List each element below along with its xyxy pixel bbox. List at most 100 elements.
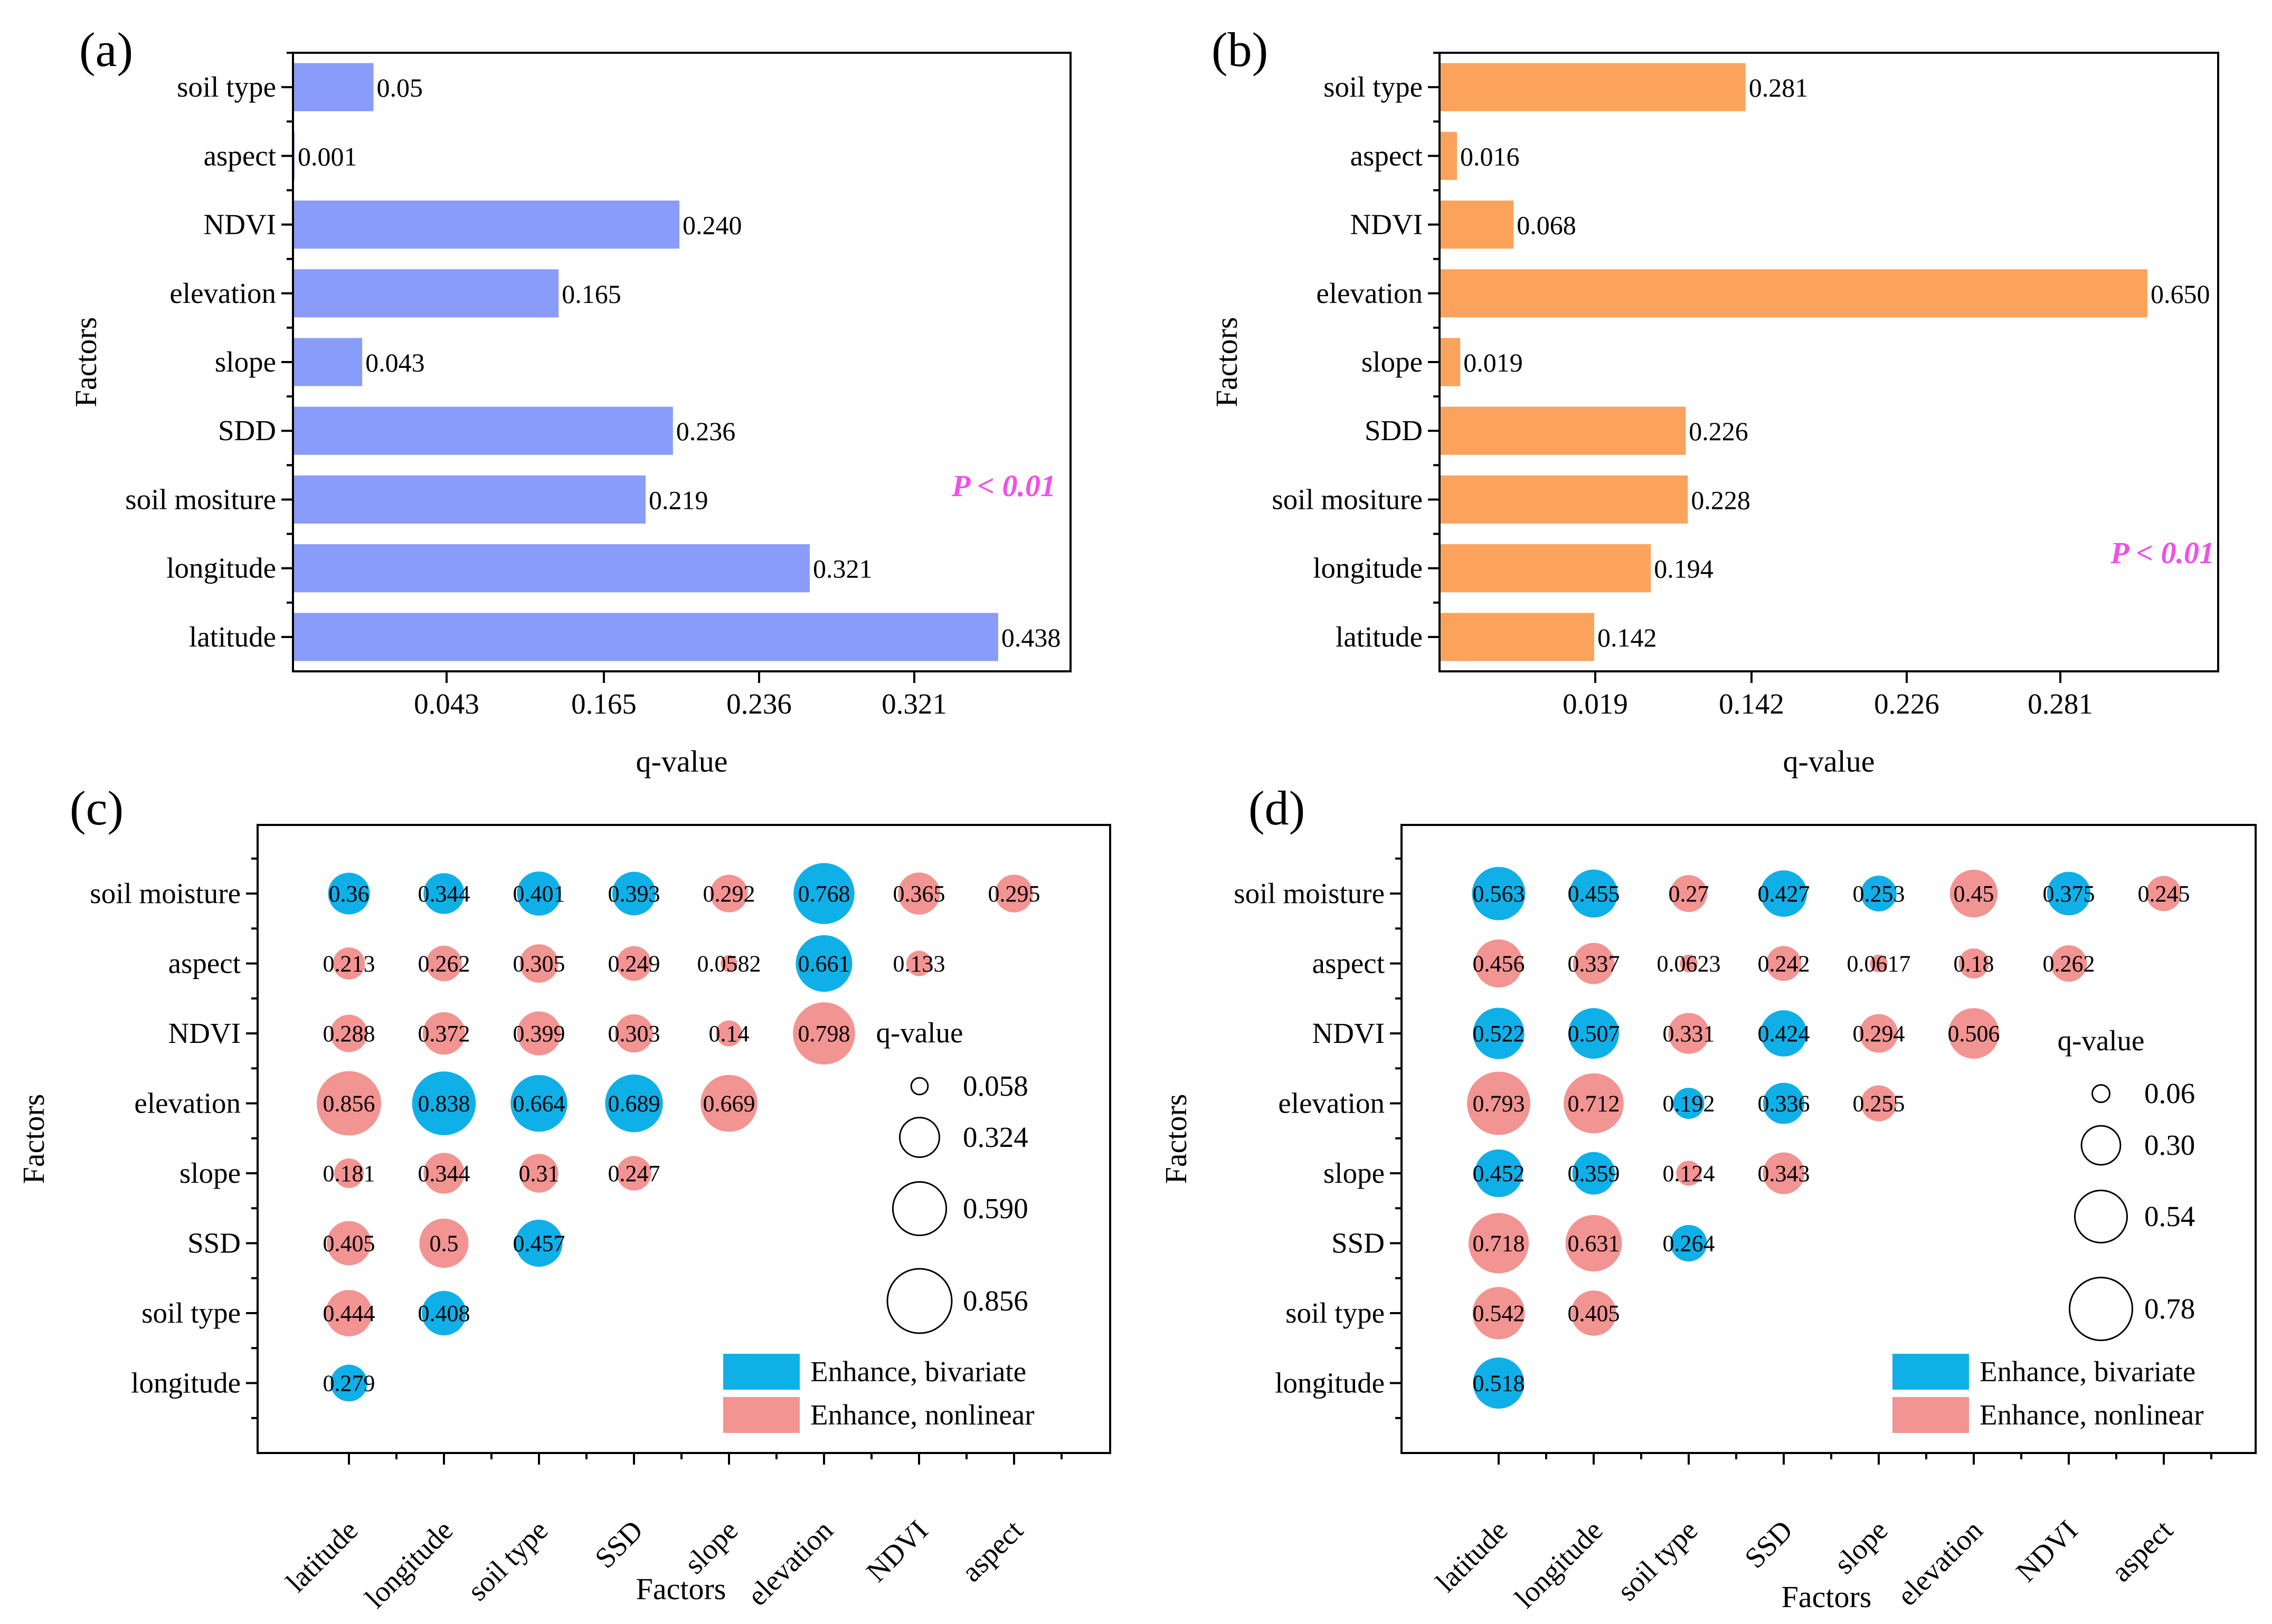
bubble-value-label: 0.457 xyxy=(513,1231,565,1257)
bar-value-label: 0.226 xyxy=(1689,416,1748,446)
size-legend-label: 0.058 xyxy=(963,1070,1028,1102)
y-axis-title: Factors xyxy=(1159,1094,1193,1184)
y-category-label: soil type xyxy=(141,1297,241,1329)
bubble-bivariate xyxy=(796,935,853,992)
bubble-value-label: 0.661 xyxy=(798,951,850,977)
bubble-value-label: 0.255 xyxy=(1853,1091,1905,1117)
x-category-label: SSD xyxy=(1738,1514,1798,1574)
bubble-nonlinear xyxy=(1564,1073,1624,1134)
bar-value-label: 0.438 xyxy=(1001,623,1061,652)
bubble-nonlinear xyxy=(326,1290,372,1336)
y-category-label: elevation xyxy=(134,1087,241,1119)
panel-b-bar-chart: soil type 0.281 aspect 0.016 NDVI 0.068 elevat… xyxy=(1209,23,2219,778)
bubble-nonlinear xyxy=(317,1071,381,1136)
bubble-bivariate xyxy=(510,1075,567,1132)
bubble-value-label: 0.408 xyxy=(418,1300,470,1326)
bubble-value-label: 0.305 xyxy=(513,951,565,977)
bubble-value-label: 0.27 xyxy=(1669,881,1709,907)
bubble-nonlinear xyxy=(617,946,651,981)
category-label: soil mositure xyxy=(1272,483,1423,515)
size-legend-label: 0.856 xyxy=(963,1285,1028,1317)
x-axis-title: Factors xyxy=(1782,1580,1872,1614)
y-axis-title: Factors xyxy=(69,317,103,407)
bubble-value-label: 0.542 xyxy=(1473,1300,1525,1326)
category-label: slope xyxy=(215,346,276,378)
bar-value-label: 0.194 xyxy=(1654,554,1714,584)
bar-value-label: 0.240 xyxy=(683,211,742,240)
bubble-value-label: 0.262 xyxy=(418,951,470,977)
bubble-value-label: 0.456 xyxy=(1473,951,1525,977)
bar xyxy=(293,200,679,249)
bubble-bivariate xyxy=(1861,876,1897,911)
bubble-nonlinear xyxy=(1565,1214,1622,1272)
x-category-label: latitude xyxy=(1430,1514,1514,1598)
bar xyxy=(293,406,673,455)
category-label: longitude xyxy=(1313,552,1423,584)
size-legend-title: q-value xyxy=(876,1017,963,1049)
bar-value-label: 0.019 xyxy=(1463,348,1523,377)
category-label: soil mositure xyxy=(125,483,276,515)
bubble-bivariate xyxy=(517,871,561,916)
y-category-label: NDVI xyxy=(1312,1017,1385,1049)
bubble-value-label: 0.424 xyxy=(1758,1021,1810,1047)
bubble-bivariate xyxy=(1473,1008,1525,1059)
bar xyxy=(293,475,646,524)
bar-value-label: 0.05 xyxy=(377,73,423,102)
bubble-bivariate xyxy=(1760,870,1807,917)
category-label: latitude xyxy=(1336,621,1423,653)
bar xyxy=(1440,406,1686,455)
size-legend-label: 0.324 xyxy=(963,1121,1028,1153)
x-category-label: NDVI xyxy=(2010,1514,2084,1588)
bubble-nonlinear xyxy=(2050,945,2087,982)
y-category-label: soil moisture xyxy=(1234,877,1385,909)
x-category-label: slope xyxy=(1828,1514,1894,1580)
bar xyxy=(1440,269,2147,318)
bar-value-label: 0.068 xyxy=(1517,211,1576,240)
category-label: elevation xyxy=(1316,277,1423,309)
bubble-value-label: 0.405 xyxy=(1568,1300,1620,1326)
category-label: latitude xyxy=(189,621,276,653)
bubble-value-label: 0.279 xyxy=(323,1371,375,1397)
category-label: SDD xyxy=(1365,414,1423,447)
plot-frame xyxy=(292,52,1072,672)
bubble-bivariate xyxy=(1569,869,1618,918)
y-category-label: slope xyxy=(1323,1157,1385,1189)
y-category-label: longitude xyxy=(1275,1367,1385,1399)
bubble-value-label: 0.798 xyxy=(798,1021,850,1047)
bar xyxy=(293,544,810,593)
bubble-nonlinear xyxy=(1870,954,1888,973)
legend-swatch-bivariate xyxy=(1892,1354,1969,1390)
bubble-value-label: 0.444 xyxy=(323,1300,375,1326)
x-category-label: latitude xyxy=(280,1514,364,1598)
bubble-value-label: 0.343 xyxy=(1758,1161,1810,1186)
bubble-value-label: 0.14 xyxy=(709,1021,750,1047)
bar-value-label: 0.281 xyxy=(1749,73,1809,102)
bubble-value-label: 0.133 xyxy=(893,951,945,977)
bubble-bivariate xyxy=(1472,867,1526,920)
category-label: elevation xyxy=(169,277,276,309)
bubble-bivariate xyxy=(1670,1224,1707,1262)
panel-letter: (a) xyxy=(79,23,133,77)
bubble-nonlinear xyxy=(1468,1213,1529,1274)
bubble-nonlinear xyxy=(334,1158,364,1189)
bubble-value-label: 0.303 xyxy=(608,1021,660,1047)
bubble-nonlinear xyxy=(906,951,932,976)
legend-label: Enhance, nonlinear xyxy=(1980,1399,2204,1431)
bubble-nonlinear xyxy=(1472,1287,1525,1340)
bubble-value-label: 0.793 xyxy=(1473,1091,1525,1117)
bubble-value-label: 0.405 xyxy=(323,1231,375,1257)
x-axis-title: Factors xyxy=(636,1572,726,1606)
bubble-nonlinear xyxy=(2146,876,2182,911)
legend-label: Enhance, nonlinear xyxy=(810,1399,1035,1431)
bar-value-label: 0.165 xyxy=(562,279,621,309)
bubble-value-label: 0.0617 xyxy=(1847,951,1911,977)
bubble-value-label: 0.344 xyxy=(418,881,470,907)
y-category-label: slope xyxy=(179,1157,241,1189)
bubble-value-label: 0.264 xyxy=(1663,1231,1715,1257)
bubble-value-label: 0.5 xyxy=(430,1231,459,1257)
category-label: aspect xyxy=(1350,139,1423,172)
bubble-value-label: 0.427 xyxy=(1758,881,1810,907)
bubble-bivariate xyxy=(412,1071,476,1135)
bubble-value-label: 0.689 xyxy=(608,1091,660,1117)
bubble-value-label: 0.372 xyxy=(418,1021,470,1047)
